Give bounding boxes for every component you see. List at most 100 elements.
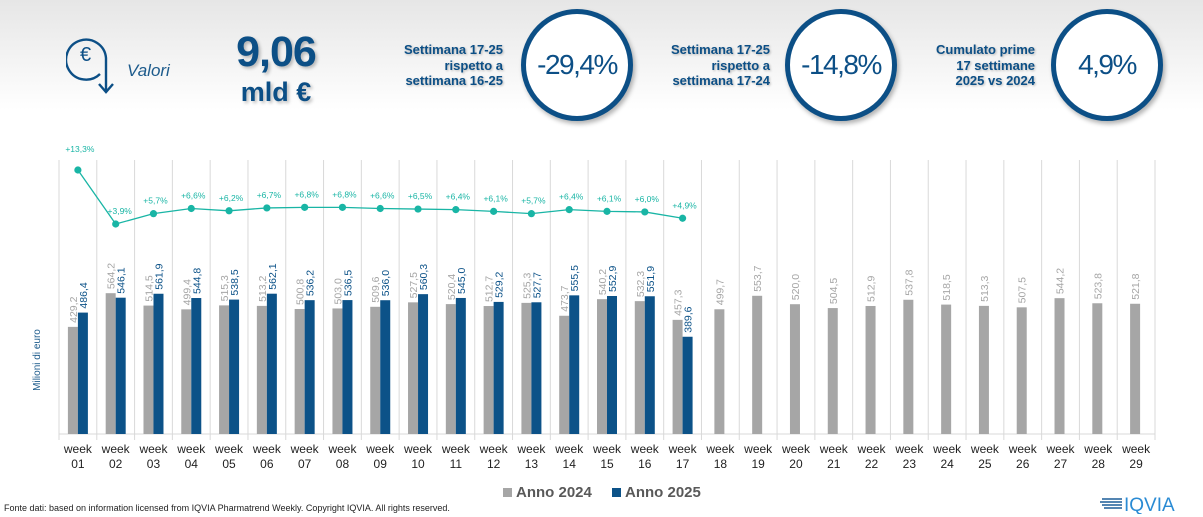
bar-2024 (521, 302, 532, 434)
data-label-2025: 486,4 (78, 282, 90, 308)
x-tick-label: week (252, 442, 282, 456)
bar-2024 (827, 308, 838, 434)
bar-2025 (644, 296, 655, 434)
growth-label: +13,3% (65, 144, 95, 154)
x-tick-label-number: 29 (1129, 457, 1143, 471)
x-tick-label: week (1008, 442, 1038, 456)
growth-label: +5,7% (143, 196, 168, 206)
kpi-3-label-line: 2025 vs 2024 (955, 73, 1035, 88)
x-tick-label: week (894, 442, 924, 456)
bar-2024 (1092, 303, 1103, 434)
source-note: Fonte dati: based on information license… (4, 503, 450, 513)
x-tick-label-number: 15 (600, 457, 614, 471)
bar-2025 (191, 298, 202, 434)
x-tick-label: week (290, 442, 320, 456)
growth-point (678, 214, 687, 222)
x-tick-label: week (592, 442, 622, 456)
x-tick-label-number: 13 (525, 457, 539, 471)
x-tick-label: week (819, 442, 849, 456)
x-tick-label: week (101, 442, 131, 456)
growth-point (74, 166, 82, 174)
data-label-2024: 507,5 (1017, 277, 1029, 303)
bar-2025 (304, 300, 315, 434)
bar-2025 (153, 293, 164, 434)
bar-2024 (634, 301, 645, 434)
data-label-2025: 555,5 (569, 265, 581, 291)
x-tick-label-number: 22 (865, 457, 879, 471)
bar-2024 (714, 309, 725, 434)
kpi-2-circle: -14,8% (785, 9, 897, 121)
data-label-2024: 520,0 (790, 274, 802, 300)
y-axis-title: Milioni di euro (32, 329, 43, 391)
x-tick-label: week (668, 442, 698, 456)
x-tick-label-number: 19 (751, 457, 765, 471)
growth-point (112, 220, 120, 228)
x-tick-label-number: 21 (827, 457, 841, 471)
x-tick-label-number: 04 (185, 457, 199, 471)
data-label-2024: 553,7 (752, 265, 764, 291)
data-label-2024: 499,7 (714, 279, 726, 305)
data-label-2024: 503,0 (332, 278, 344, 304)
data-label-2024: 520,4 (446, 274, 458, 300)
growth-label: +5,7% (521, 196, 546, 206)
data-label-2024: 512,7 (484, 276, 496, 302)
x-tick-label: week (932, 442, 962, 456)
bar-2024 (1054, 298, 1065, 434)
x-tick-label-number: 27 (1054, 457, 1068, 471)
growth-label: +6,1% (597, 193, 622, 203)
bar-2024 (789, 304, 800, 434)
data-label-2024: 515,3 (219, 275, 231, 301)
data-label-2024: 513,2 (257, 275, 269, 301)
x-tick-label: week (705, 442, 735, 456)
kpi-3-value: 4,9% (1078, 49, 1137, 80)
kpi-2-label-line: Settimana 17-25 (671, 42, 770, 57)
legend-item-2024: Anno 2024 (503, 484, 592, 501)
bar-2025 (569, 295, 580, 434)
kpi-2-value: -14,8% (801, 49, 882, 80)
bar-2024 (1130, 303, 1141, 434)
data-label-2024: 540,2 (597, 269, 609, 295)
x-tick-label-number: 12 (487, 457, 501, 471)
x-tick-label-number: 26 (1016, 457, 1030, 471)
growth-label: +6,2% (219, 193, 244, 203)
total-unit: mld € (240, 77, 312, 107)
kpi-3-label-line: 17 settimane (956, 57, 1035, 73)
growth-point (603, 207, 611, 215)
bar-2024 (445, 304, 456, 434)
x-tick-label: week (327, 442, 357, 456)
x-tick-label-number: 01 (71, 457, 85, 471)
data-label-2024: 544,2 (1055, 268, 1067, 294)
x-tick-label: week (554, 442, 584, 456)
growth-point (263, 204, 271, 212)
bar-2024 (903, 299, 914, 434)
bar-2024 (370, 306, 381, 434)
data-label-2025: 536,5 (342, 270, 354, 296)
legend-label-2025: Anno 2025 (625, 484, 701, 501)
x-tick-label: week (857, 442, 887, 456)
x-tick-label: week (365, 442, 395, 456)
growth-point (301, 203, 309, 211)
growth-point (452, 206, 460, 214)
kpi-1-label-line: rispetto a (444, 57, 503, 73)
x-tick-label-number: 06 (260, 457, 274, 471)
data-label-2025: 561,9 (153, 263, 165, 289)
data-label-2025: 551,9 (645, 266, 657, 292)
x-tick-label: week (214, 442, 244, 456)
bar-2024 (1016, 307, 1027, 434)
x-tick-label-number: 02 (109, 457, 123, 471)
data-label-2024: 523,8 (1092, 273, 1104, 299)
iqvia-logo: IQVIA (1100, 495, 1175, 514)
bar-2024 (67, 326, 78, 434)
kpi-3-circle: 4,9% (1051, 9, 1163, 121)
bar-2025 (77, 312, 88, 434)
data-label-2024: 521,8 (1130, 273, 1142, 299)
data-label-2025: 546,1 (116, 267, 128, 293)
data-label-2024: 513,3 (979, 275, 991, 301)
x-tick-label-number: 09 (374, 457, 388, 471)
kpi-3-label: Cumulato prime 17 settimane 2025 vs 2024 (936, 42, 1035, 89)
data-label-2024: 509,6 (370, 276, 382, 302)
x-tick-label-number: 23 (903, 457, 917, 471)
data-label-2024: 512,9 (866, 276, 878, 302)
x-tick-label-number: 14 (563, 457, 577, 471)
bar-2025 (380, 300, 391, 434)
